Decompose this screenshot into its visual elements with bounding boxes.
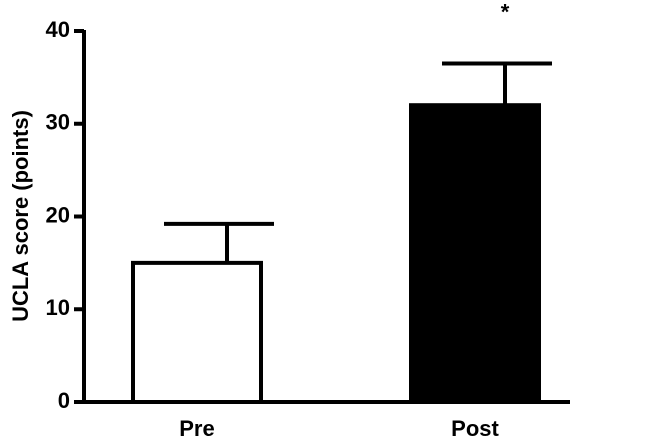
y-tick-label: 40 (46, 17, 70, 42)
y-tick-label: 20 (46, 202, 70, 227)
y-tick-label: 0 (58, 388, 70, 413)
y-tick-label: 10 (46, 295, 70, 320)
y-tick-label: 30 (46, 110, 70, 135)
x-tick-label: Pre (179, 416, 214, 441)
bar (131, 260, 263, 404)
y-axis-label: UCLA score (points) (8, 110, 33, 322)
bar (409, 103, 541, 404)
x-tick-label: Post (451, 416, 499, 441)
annotation: * (501, 0, 510, 24)
